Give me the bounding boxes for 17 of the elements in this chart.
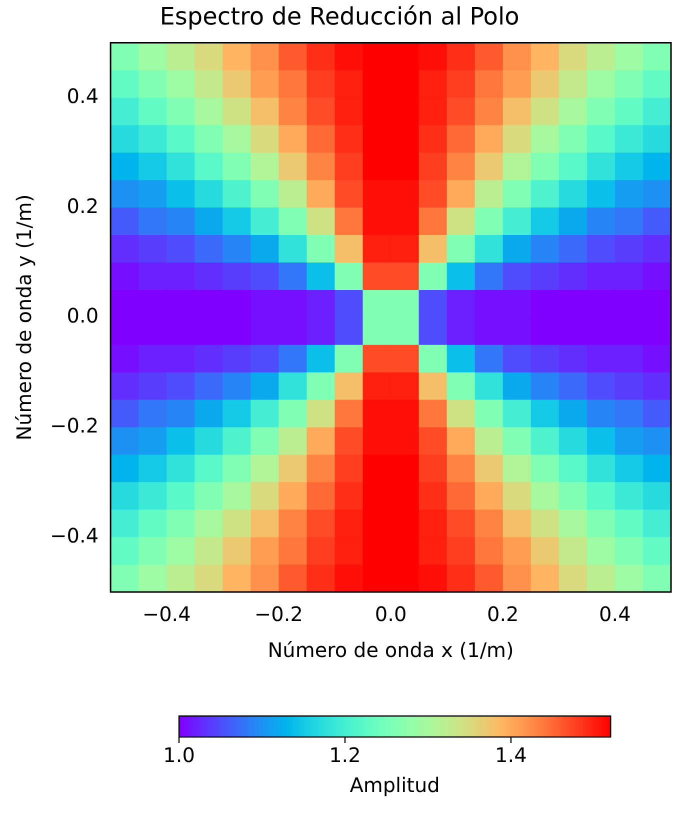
y-tick-label: 0.0 xyxy=(66,304,99,328)
x-tick-label: −0.2 xyxy=(254,602,303,626)
x-tick-label: 0.2 xyxy=(486,602,519,626)
x-axis-title: Número de onda x (1/m) xyxy=(268,638,514,662)
y-tick-label: −0.4 xyxy=(50,523,99,548)
y-tick-label: 0.2 xyxy=(66,194,99,218)
x-tick-label: −0.4 xyxy=(142,602,191,626)
chart-title: Espectro de Reducción al Polo xyxy=(160,2,520,31)
color-bar-label: 1.0 xyxy=(163,743,195,768)
x-tick-label: 0.4 xyxy=(599,602,631,626)
color-bar-title: Amplitud xyxy=(350,773,440,798)
x-tick-label: 0.0 xyxy=(374,602,407,626)
y-tick-label: −0.2 xyxy=(50,413,99,438)
y-axis-title: Número de onda y (1/m) xyxy=(12,194,36,440)
y-tick-label: 0.4 xyxy=(66,84,99,108)
color-bar-label: 1.4 xyxy=(495,743,527,768)
color-bar-label: 1.2 xyxy=(329,743,361,768)
